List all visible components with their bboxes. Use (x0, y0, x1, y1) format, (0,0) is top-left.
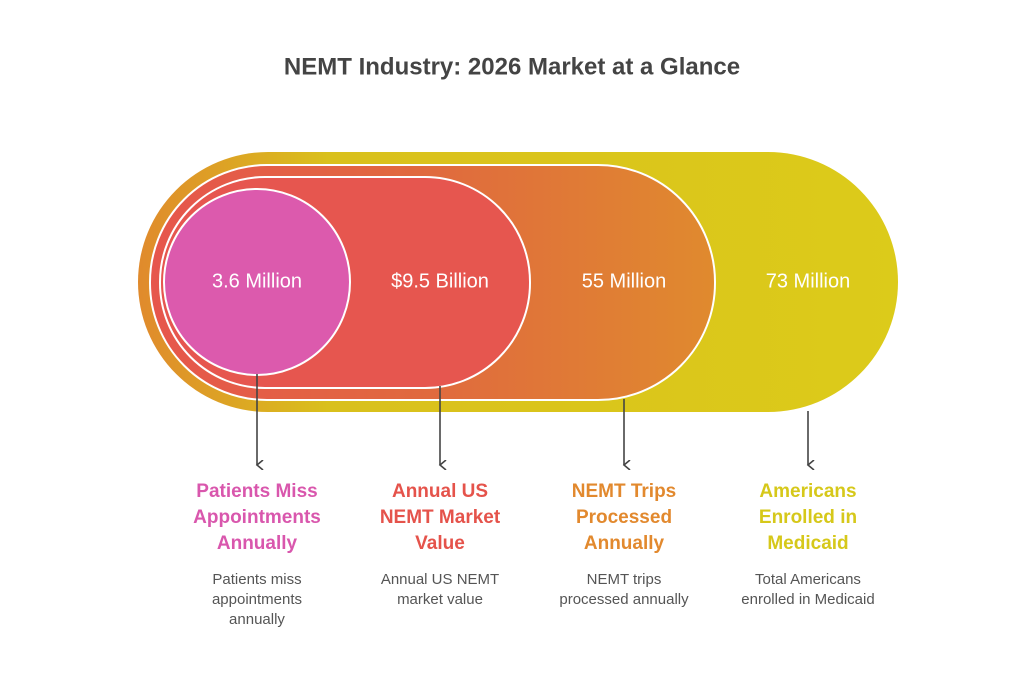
item-description: processed annually (559, 591, 689, 608)
value-label: 55 Million (582, 270, 666, 292)
item-heading: Americans (759, 481, 856, 502)
item-description: market value (397, 591, 483, 608)
item-description: Annual US NEMT (381, 571, 499, 588)
item-heading: Enrolled in (759, 507, 857, 528)
item-heading: Annual US (392, 481, 488, 502)
item-heading: Appointments (193, 507, 321, 528)
item-description: Patients miss (212, 571, 301, 588)
title: NEMT Industry: 2026 Market at a Glance (284, 53, 740, 80)
value-label: 3.6 Million (212, 270, 302, 292)
item-description: annually (229, 611, 285, 628)
item-description: appointments (212, 591, 302, 608)
item-description: Total Americans (755, 571, 861, 588)
value-label: $9.5 Billion (391, 270, 489, 292)
item-heading: Value (415, 533, 465, 554)
item-heading: Annually (584, 533, 665, 554)
item-heading: Processed (576, 507, 672, 528)
item-heading: Annually (217, 533, 298, 554)
item-heading: Patients Miss (196, 481, 317, 502)
item-heading: Medicaid (767, 533, 848, 554)
item-description: NEMT trips (587, 571, 662, 588)
item-description: enrolled in Medicaid (741, 591, 874, 608)
item-heading: NEMT Market (380, 507, 501, 528)
item-heading: NEMT Trips (572, 481, 677, 502)
value-label: 73 Million (766, 270, 850, 292)
